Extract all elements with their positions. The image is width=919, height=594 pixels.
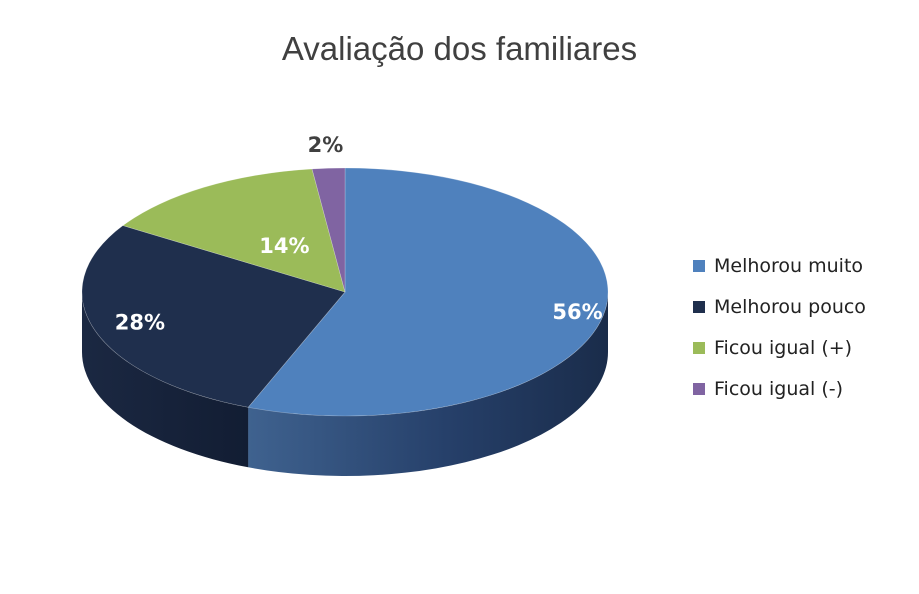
legend-swatch: [693, 383, 705, 395]
legend-label: Melhorou pouco: [714, 296, 866, 318]
data-label-melhorou-muito: 56%: [552, 300, 602, 324]
legend-item-melhorou-muito: Melhorou muito: [693, 253, 866, 279]
pie-slice-melhorou-pouco: [81, 225, 346, 408]
pie-slice-melhorou-muito: [247, 167, 609, 417]
legend-swatch: [693, 260, 705, 272]
legend-swatch: [693, 301, 705, 313]
legend-item-ficou-igual-plus: Ficou igual (+): [693, 335, 866, 361]
legend: Melhorou muito Melhorou pouco Ficou igua…: [693, 253, 866, 417]
pie-slice-ficou-igual-minus: [311, 167, 346, 293]
legend-item-melhorou-pouco: Melhorou pouco: [693, 294, 866, 320]
legend-label: Melhorou muito: [714, 255, 864, 277]
data-label-melhorou-pouco: 28%: [115, 310, 165, 334]
data-label-ficou-igual-plus: 14%: [259, 234, 309, 258]
pie-slice-side-melhorou-muito: [248, 292, 609, 476]
data-label-ficou-igual-minus: 2%: [308, 133, 344, 157]
legend-swatch: [693, 342, 705, 354]
legend-item-ficou-igual-minus: Ficou igual (-): [693, 376, 866, 402]
legend-label: Ficou igual (-): [714, 378, 844, 400]
pie-slice-side-melhorou-pouco: [82, 292, 249, 468]
chart-title: Avaliação dos familiares: [281, 30, 638, 67]
pie-slice-ficou-igual-plus: [122, 168, 346, 293]
legend-label: Ficou igual (+): [714, 337, 853, 359]
